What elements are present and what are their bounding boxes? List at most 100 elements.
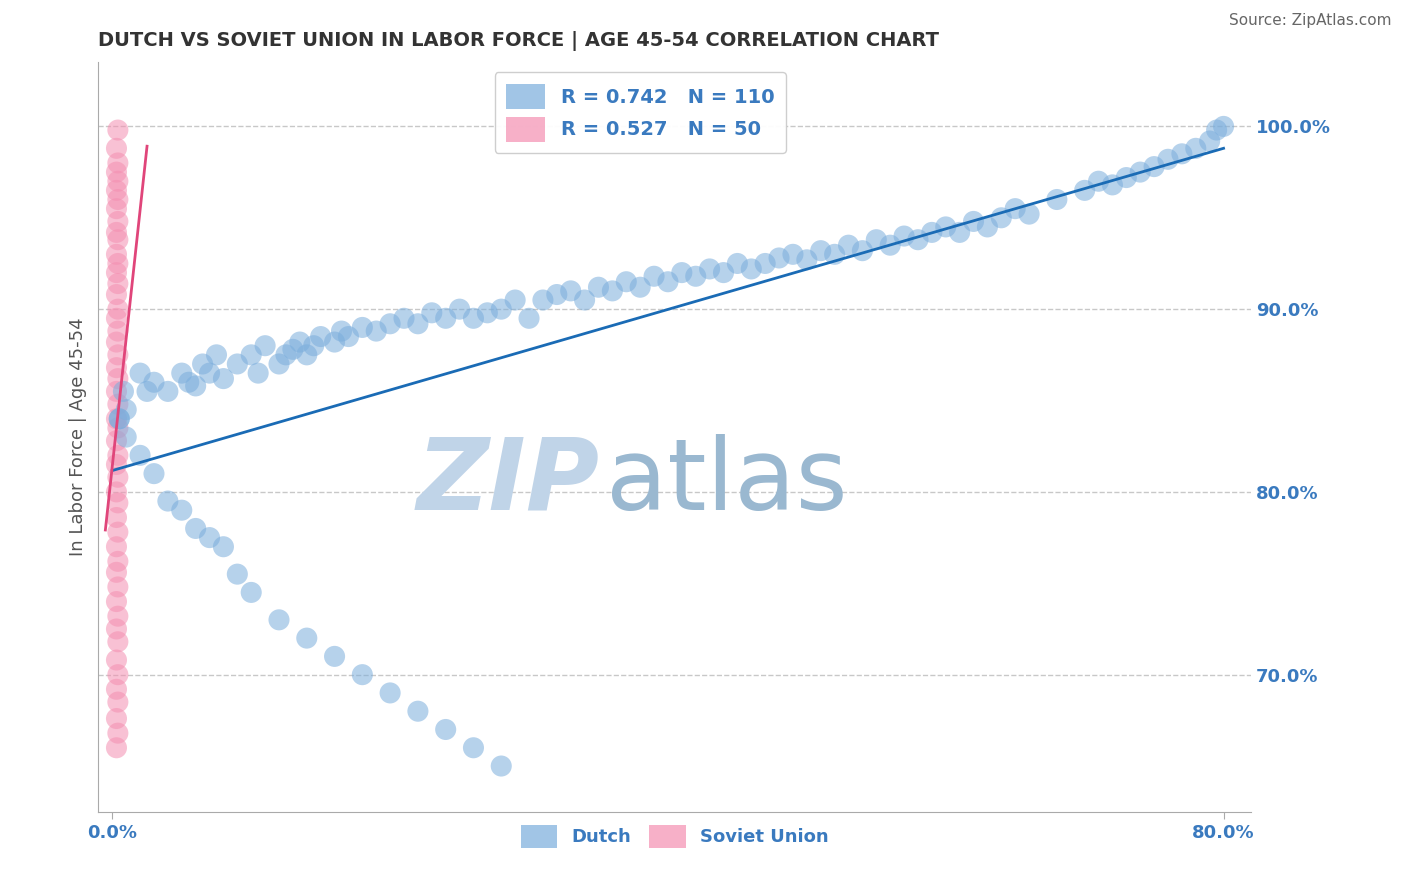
Point [212,540,235,554]
Point [796,252,818,267]
Point [226,567,249,582]
Point [198,366,221,380]
Point [107,348,129,362]
Point [105,484,128,499]
Point [1087,174,1109,188]
Point [105,360,128,375]
Point [184,379,207,393]
Point [879,238,901,252]
Point [105,202,128,216]
Point [477,306,499,320]
Point [105,510,128,524]
Point [105,266,128,280]
Point [309,329,332,343]
Point [184,521,207,535]
Point [105,712,128,726]
Point [267,357,290,371]
Point [671,266,693,280]
Point [295,348,318,362]
Point [935,219,957,234]
Point [170,366,193,380]
Point [725,256,748,270]
Point [107,496,129,510]
Point [198,531,221,545]
Point [107,123,129,137]
Point [323,649,346,664]
Point [406,317,429,331]
Point [105,247,128,261]
Point [105,183,128,197]
Point [352,667,374,681]
Point [107,726,129,740]
Point [851,244,873,258]
Point [302,339,325,353]
Point [546,287,568,301]
Y-axis label: In Labor Force | Age 45-54: In Labor Force | Age 45-54 [69,318,87,557]
Point [449,302,471,317]
Point [107,324,129,338]
Point [107,174,129,188]
Point [1157,153,1180,167]
Point [366,324,388,338]
Point [330,324,353,338]
Point [107,634,129,648]
Point [588,280,610,294]
Point [1205,123,1227,137]
Point [491,302,513,317]
Point [274,348,297,362]
Point [115,402,138,417]
Point [108,412,131,426]
Point [205,348,228,362]
Point [107,609,129,624]
Point [740,262,762,277]
Point [281,343,304,357]
Point [105,594,128,608]
Point [288,334,311,349]
Point [949,226,972,240]
Point [129,366,152,380]
Point [247,366,270,380]
Point [517,311,540,326]
Point [107,397,129,411]
Point [503,293,526,307]
Point [143,467,166,481]
Point [907,233,929,247]
Point [962,214,984,228]
Point [177,376,200,390]
Point [1143,160,1166,174]
Point [129,448,152,462]
Point [768,251,790,265]
Point [107,156,129,170]
Point [1018,207,1040,221]
Point [107,667,129,681]
Point [810,244,832,258]
Point [107,695,129,709]
Point [420,306,443,320]
Point [240,348,263,362]
Point [105,682,128,697]
Point [107,470,129,484]
Point [614,275,637,289]
Point [107,277,129,291]
Point [295,631,318,645]
Point [226,357,249,371]
Point [628,280,651,294]
Point [1171,146,1194,161]
Point [267,613,290,627]
Point [1046,193,1069,207]
Point [107,421,129,435]
Point [824,247,846,261]
Point [699,262,721,277]
Point [105,311,128,326]
Point [378,317,401,331]
Point [1101,178,1123,192]
Point [112,384,135,399]
Point [107,371,129,385]
Point [531,293,554,307]
Legend: Dutch, Soviet Union: Dutch, Soviet Union [513,817,837,855]
Point [713,266,735,280]
Text: Source: ZipAtlas.com: Source: ZipAtlas.com [1229,13,1392,29]
Point [105,653,128,667]
Text: DUTCH VS SOVIET UNION IN LABOR FORCE | AGE 45-54 CORRELATION CHART: DUTCH VS SOVIET UNION IN LABOR FORCE | A… [98,30,939,51]
Point [976,219,998,234]
